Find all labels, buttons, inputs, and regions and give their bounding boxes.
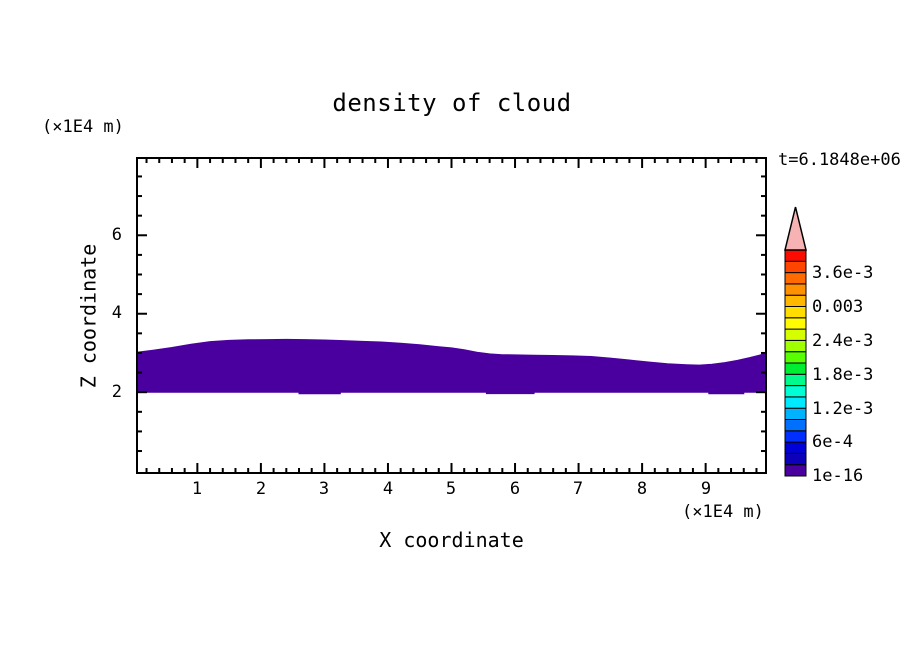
colorbar-segment — [784, 430, 807, 443]
x-axis-title: X coordinate — [379, 528, 524, 552]
x-tick-label: 3 — [318, 479, 330, 499]
colorbar-segment — [784, 317, 807, 330]
z-tick-label: 4 — [111, 303, 122, 323]
colorbar-tick-label: 3.6e-3 — [812, 263, 874, 283]
x-tick-label: 6 — [509, 479, 521, 499]
chart-title: density of cloud — [332, 89, 572, 117]
colorbar-segment — [784, 272, 807, 285]
x-tick-label: 5 — [445, 479, 457, 499]
z-tick-label: 6 — [111, 225, 122, 245]
colorbar-tick-label: 0.003 — [812, 297, 864, 317]
x-tick-label: 9 — [700, 479, 712, 499]
z-tick-label: 2 — [111, 382, 122, 402]
colorbar-segment — [784, 385, 807, 398]
x-tick-label: 1 — [191, 479, 203, 499]
colorbar-tick-label: 1.2e-3 — [812, 399, 874, 419]
x-tick-label: 2 — [255, 479, 267, 499]
colorbar-segment — [784, 464, 807, 477]
colorbar-segment — [784, 339, 807, 353]
colorbar-segment — [784, 306, 807, 319]
x-tick-label: 7 — [572, 479, 584, 499]
x-tick-label: 4 — [382, 479, 394, 499]
colorbar-segment — [784, 441, 807, 454]
colorbar-segment — [784, 362, 807, 375]
colorbar-segment — [784, 260, 807, 274]
colorbar-segment — [784, 351, 807, 364]
colorbar-segment — [784, 294, 807, 308]
colorbar-segment — [784, 373, 807, 387]
colorbar-segment — [784, 419, 807, 432]
colorbar-tick-label: 1e-16 — [812, 466, 864, 486]
plot-frame — [136, 157, 767, 474]
colorbar-segment — [784, 407, 807, 421]
colorbar-tick-label: 1.8e-3 — [812, 365, 874, 385]
x-axis-unit-label: (×1E4 m) — [682, 502, 764, 522]
density-band — [136, 338, 767, 395]
time-annotation: t=6.1848e+06 — [778, 150, 901, 170]
colorbar-segment — [784, 283, 807, 296]
x-tick-label: 8 — [636, 479, 648, 499]
colorbar-segment — [784, 396, 807, 409]
colorbar-segment — [784, 249, 807, 262]
colorbar-tick-label: 2.4e-3 — [812, 331, 874, 351]
colorbar-segment — [784, 328, 807, 341]
colorbar-tick-label: 6e-4 — [812, 432, 853, 452]
colorbar-overflow-arrow — [784, 206, 807, 251]
colorbar-segment — [784, 452, 807, 466]
z-axis-unit-label: (×1E4 m) — [42, 117, 124, 137]
